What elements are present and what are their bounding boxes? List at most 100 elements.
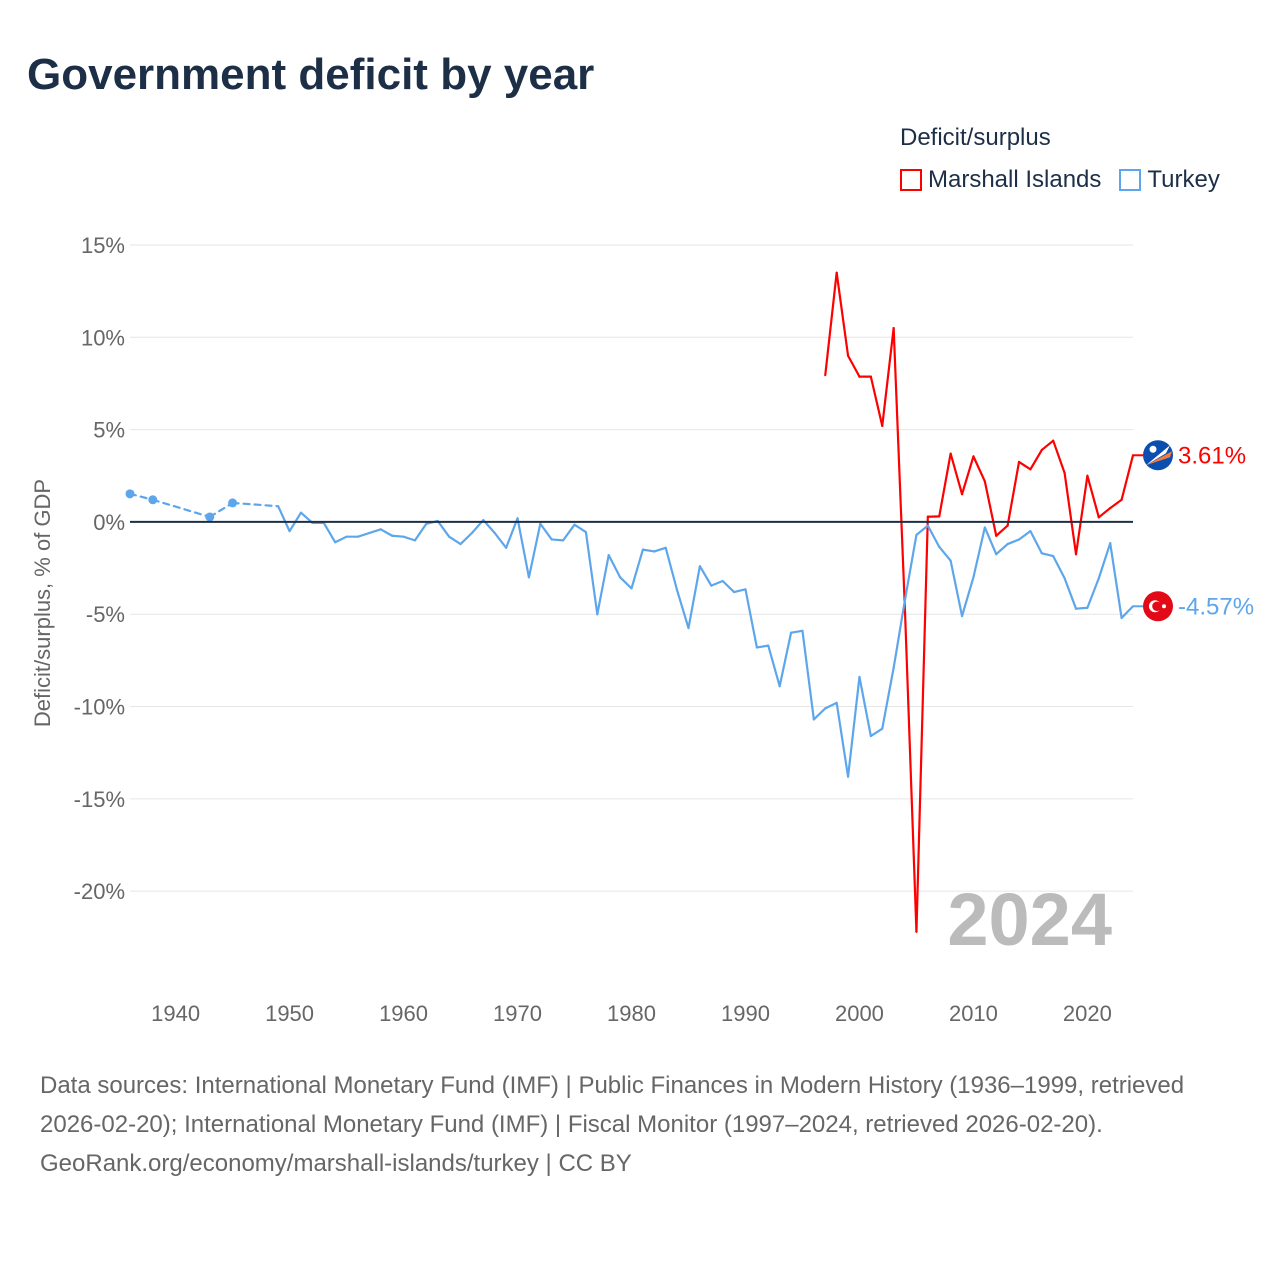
x-tick-label: 1960 xyxy=(379,1001,428,1026)
turkey-line-segment xyxy=(1074,606,1089,610)
turkey-line-segment xyxy=(892,598,907,669)
marshall-line-segment xyxy=(1120,454,1135,501)
turkey-line-segment xyxy=(1086,577,1100,609)
turkey-line-segment xyxy=(413,522,428,542)
marshall-line-segment xyxy=(1097,506,1112,519)
marshall-line-segment xyxy=(1017,460,1032,471)
marshall-line-segment xyxy=(1029,448,1043,471)
turkey-line-segment xyxy=(505,517,519,549)
turkey-line-segment xyxy=(767,644,781,688)
chart-plot: 15% 10% 5% 0% -5% -10% -15% -20% 1940 1950 1960 197… xyxy=(30,233,1254,1026)
legend-item-turkey[interactable]: Turkey xyxy=(1119,166,1220,194)
x-tick-label: 1940 xyxy=(151,1001,200,1026)
marshall-line-segment xyxy=(824,271,838,377)
turkey-line-segment xyxy=(732,588,747,594)
marshall-line-segment xyxy=(846,354,861,378)
turkey-line-segment xyxy=(710,579,724,587)
marshall-line-segment xyxy=(835,271,850,357)
turkey-data-point xyxy=(228,498,238,508)
turkey-line-segment xyxy=(368,528,382,535)
turkey-line-segment xyxy=(698,565,713,587)
marshall-line-segment xyxy=(1006,460,1021,527)
turkey-line-segment xyxy=(231,501,280,508)
flag-star xyxy=(1162,604,1166,609)
turkey-data-point xyxy=(148,495,158,505)
marshall-line-segment xyxy=(938,452,952,518)
turkey-line-segment xyxy=(846,675,861,778)
marshall-line-segment xyxy=(915,515,929,933)
y-tick-label: 15% xyxy=(81,233,125,258)
turkey-line-segment xyxy=(1040,552,1055,558)
credit-link[interactable]: GeoRank.org/economy/marshall-islands/tur… xyxy=(40,1150,632,1177)
y-tick-label: -10% xyxy=(74,695,125,720)
turkey-line-segment xyxy=(881,666,895,730)
turkey-line-segment xyxy=(1052,554,1066,580)
y-axis-label: Deficit/surplus, % of GDP xyxy=(30,479,55,727)
turkey-line-segment xyxy=(755,644,770,649)
turkey-line-segment xyxy=(972,526,986,579)
x-tick-label: 1970 xyxy=(493,1001,542,1026)
turkey-line-segment xyxy=(1097,542,1112,580)
y-tick-label: 0% xyxy=(93,510,125,535)
turkey-line-segment xyxy=(402,535,417,542)
turkey-data-point xyxy=(125,489,135,499)
marshall-end-label: 3.61% xyxy=(1178,442,1246,469)
legend: Marshall Islands Turkey xyxy=(900,166,1220,194)
turkey-line-segment xyxy=(573,523,588,534)
turkey-line-segment xyxy=(744,588,758,649)
turkey-line-segment xyxy=(584,530,599,616)
x-tick-label: 2000 xyxy=(835,1001,884,1026)
turkey-line-segment xyxy=(1029,530,1043,555)
turkey-line-segment xyxy=(926,524,941,548)
x-tick-label: 1950 xyxy=(265,1001,314,1026)
x-tick-label: 2010 xyxy=(949,1001,998,1026)
turkey-line-segment xyxy=(277,505,291,533)
y-tick-label: -5% xyxy=(86,602,125,627)
turkey-line-segment xyxy=(151,498,211,519)
turkey-line-segment xyxy=(824,701,838,710)
turkey-line-segment xyxy=(653,546,667,553)
flag-crescent-inner xyxy=(1152,601,1162,612)
y-tick-label: 10% xyxy=(81,325,125,350)
y-tick-label: -20% xyxy=(74,879,125,904)
legend-label: Marshall Islands xyxy=(928,166,1102,193)
footer: Data sources: International Monetary Fun… xyxy=(40,1066,1240,1183)
turkey-line-segment xyxy=(334,535,348,544)
marshall-line-segment xyxy=(1074,474,1089,556)
turkey-line-segment xyxy=(687,565,701,630)
turkey-line-segment xyxy=(858,675,872,738)
turkey-line-segment xyxy=(869,727,884,738)
turkey-line-segment xyxy=(1120,605,1135,620)
turkey-line-segment xyxy=(938,545,952,562)
legend-swatch-turkey xyxy=(1119,169,1142,191)
turkey-line-segment xyxy=(1109,542,1123,620)
turkey-line-segment xyxy=(436,519,451,538)
legend-title: Deficit/surplus xyxy=(900,124,1051,151)
turkey-line-segment xyxy=(641,548,656,553)
turkey-line-segment xyxy=(915,524,929,536)
legend-label: Turkey xyxy=(1147,166,1220,193)
turkey-line-segment xyxy=(516,517,531,579)
turkey-line-segment xyxy=(322,521,337,544)
turkey-line-segment xyxy=(995,542,1009,556)
turkey-line-segment xyxy=(983,526,998,556)
legend-swatch-marshall-islands xyxy=(900,169,922,191)
marshall-line-segment xyxy=(903,611,918,933)
turkey-line-segment xyxy=(448,535,462,546)
turkey-line-segment xyxy=(596,554,610,616)
turkey-line-segment xyxy=(835,701,850,778)
marshall-line-segment xyxy=(960,455,975,496)
marshall-line-segment xyxy=(1109,498,1123,510)
turkey-line-segment xyxy=(812,707,827,721)
turkey-line-segment xyxy=(675,589,690,630)
legend-item-marshall-islands[interactable]: Marshall Islands xyxy=(900,166,1101,194)
turkey-line-segment xyxy=(550,538,565,542)
turkey-line-segment xyxy=(493,531,508,549)
marshall-line-segment xyxy=(881,326,895,428)
marshall-line-segment xyxy=(1086,474,1100,519)
flag-stripe-white xyxy=(1146,445,1170,466)
marshall-line-segment xyxy=(869,375,884,428)
turkey-line-segment xyxy=(949,559,964,618)
turkey-line-segment xyxy=(391,534,405,538)
turkey-line-segment xyxy=(1063,577,1078,610)
